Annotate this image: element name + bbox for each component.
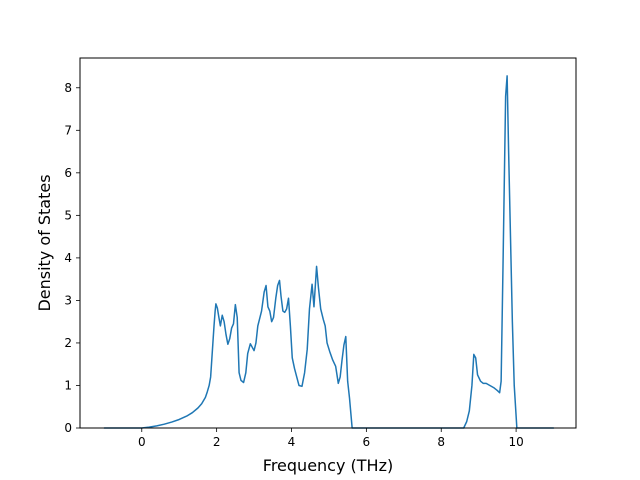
- x-tick-label: 4: [288, 435, 296, 449]
- y-tick-label: 7: [64, 123, 72, 137]
- y-tick-label: 2: [64, 336, 72, 350]
- y-tick-label: 4: [64, 251, 72, 265]
- axes-frame: [79, 57, 577, 429]
- x-tick-label: 2: [213, 435, 221, 449]
- y-tick-label: 6: [64, 166, 72, 180]
- y-axis-label: Density of States: [35, 174, 54, 311]
- x-tick-label: 0: [138, 435, 146, 449]
- y-tick-label: 1: [64, 378, 72, 392]
- plot-layer: [103, 75, 555, 429]
- x-axis-label: Frequency (THz): [263, 456, 393, 475]
- y-tick-label: 3: [64, 293, 72, 307]
- y-tick-label: 8: [64, 81, 72, 95]
- dos-series-line: [103, 75, 555, 429]
- y-tick-label: 0: [64, 421, 72, 435]
- x-tick-label: 8: [437, 435, 445, 449]
- y-tick-label: 5: [64, 208, 72, 222]
- x-tick-label: 6: [363, 435, 371, 449]
- x-tick-label: 10: [508, 435, 523, 449]
- ticks-layer: 0 2 4 6 8 10 0 1 2 3 4 5 6 7 8: [64, 81, 523, 449]
